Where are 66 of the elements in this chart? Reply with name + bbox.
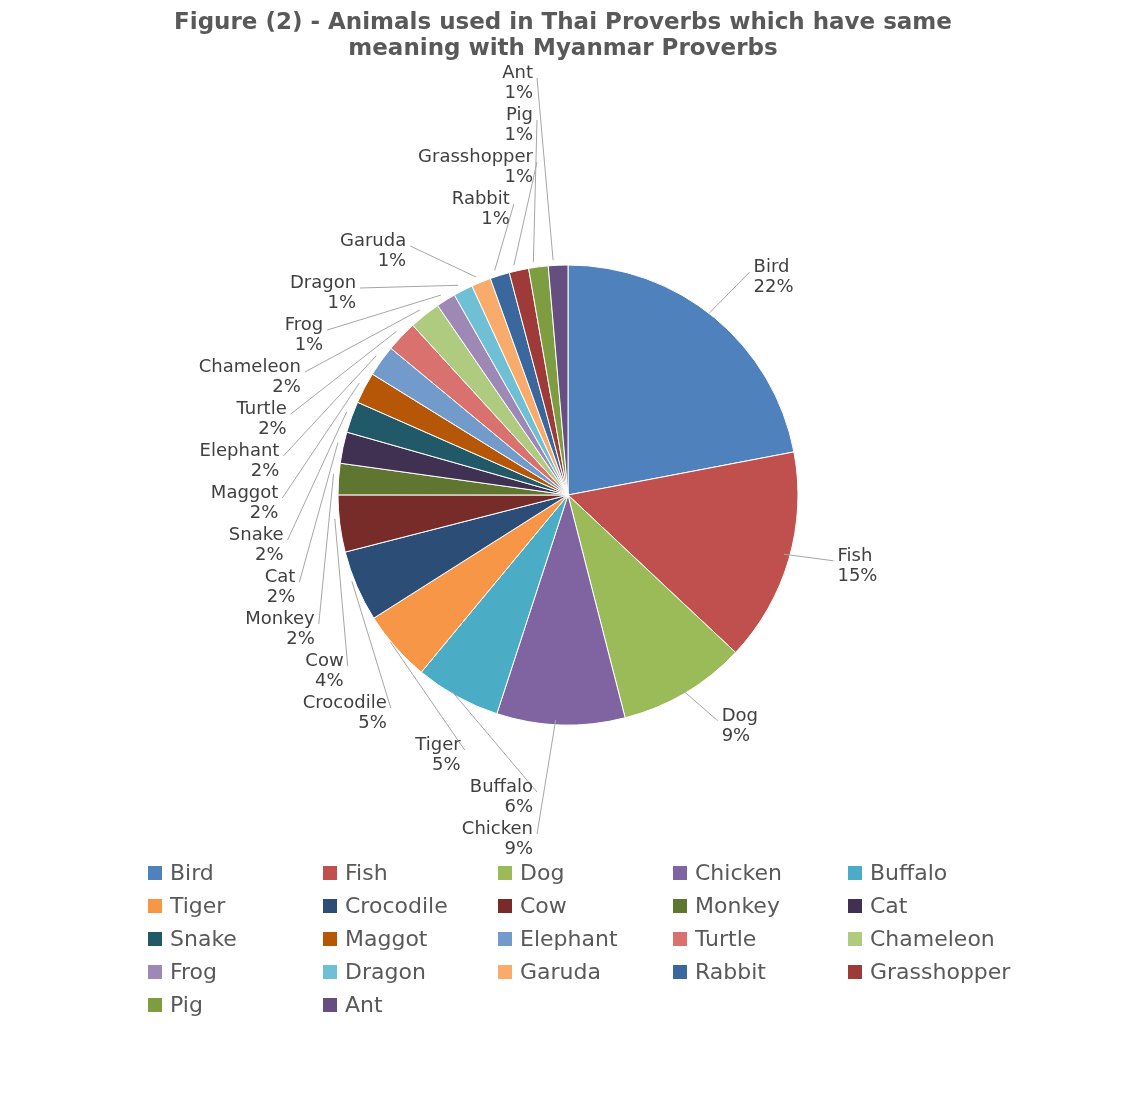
data-label: 4% [315, 669, 344, 690]
data-label: 1% [294, 333, 324, 354]
legend-label: Buffalo [870, 860, 948, 885]
legend-label: Monkey [695, 893, 780, 918]
slice-label: Pig [506, 103, 533, 124]
legend-label: Dragon [345, 959, 426, 984]
slice-label: Dragon [289, 271, 357, 292]
legend-label: Rabbit [695, 959, 766, 984]
legend-label: Frog [170, 959, 218, 984]
legend-label: Ant [345, 992, 383, 1017]
legend-label: Garuda [520, 959, 601, 984]
data-label: 22% [753, 275, 794, 297]
data-label: 1% [504, 81, 533, 102]
slice-label: Crocodile [302, 691, 387, 712]
slice-label: Rabbit [451, 187, 510, 208]
slice-label: Tiger [414, 733, 462, 754]
slice-label: Turtle [235, 397, 287, 418]
data-label: 15% [837, 563, 878, 585]
slice-label: Dog [721, 703, 758, 725]
data-label: 1% [377, 249, 407, 270]
data-label: 9% [504, 837, 533, 858]
data-label: 2% [249, 501, 279, 522]
legend-label: Grasshopper [870, 959, 1011, 984]
data-label: 1% [327, 291, 357, 312]
slice-label: Bird [753, 255, 790, 277]
data-label: 5% [358, 711, 387, 732]
legend-label: Maggot [345, 926, 428, 951]
slice-label: Cat [264, 565, 296, 586]
slice-label: Cow [305, 649, 344, 670]
legend-label: Elephant [520, 926, 618, 951]
legend-label: Turtle [695, 926, 757, 951]
data-label: 2% [254, 543, 284, 564]
slice-label: Grasshopper [418, 145, 534, 166]
data-label: 1% [504, 165, 533, 186]
data-label: 2% [250, 459, 280, 480]
slice-label: Elephant [199, 439, 280, 460]
data-label: 2% [272, 375, 301, 396]
legend-label: Cow [520, 893, 567, 918]
legend-label: Chicken [695, 860, 782, 885]
legend-label: Dog [520, 860, 565, 885]
slice-label: Buffalo [469, 775, 533, 796]
data-label: 5% [432, 753, 461, 774]
data-label: 1% [504, 123, 533, 144]
chart-title: Figure (2) - Animals used in Thai Proverbs which have same meaning with Myanmar Proverbs [173, 8, 953, 60]
slice-label: Garuda [339, 229, 407, 250]
slice-label: Ant [502, 61, 533, 82]
legend-label: Snake [170, 926, 237, 951]
data-label: 1% [481, 207, 510, 228]
data-label: 2% [266, 585, 296, 606]
legend-label: Crocodile [345, 893, 448, 918]
legend-label: Bird [170, 860, 214, 885]
legend-label: Pig [170, 992, 203, 1017]
data-label: 6% [504, 795, 533, 816]
legend-label: Cat [870, 893, 908, 918]
slice-label: Chicken [461, 817, 533, 838]
slice-label: Snake [228, 523, 284, 544]
data-label: 2% [258, 417, 287, 438]
legend-label: Tiger [170, 893, 226, 918]
data-label: 2% [286, 627, 315, 648]
slice-label: Maggot [210, 481, 279, 502]
legend-label: Fish [345, 860, 388, 885]
slice-label: Monkey [245, 607, 316, 628]
slice-label: Chameleon [198, 355, 301, 376]
slice-label: Fish [837, 543, 873, 565]
slice-label: Frog [284, 313, 324, 334]
legend-label: Chameleon [870, 926, 995, 951]
